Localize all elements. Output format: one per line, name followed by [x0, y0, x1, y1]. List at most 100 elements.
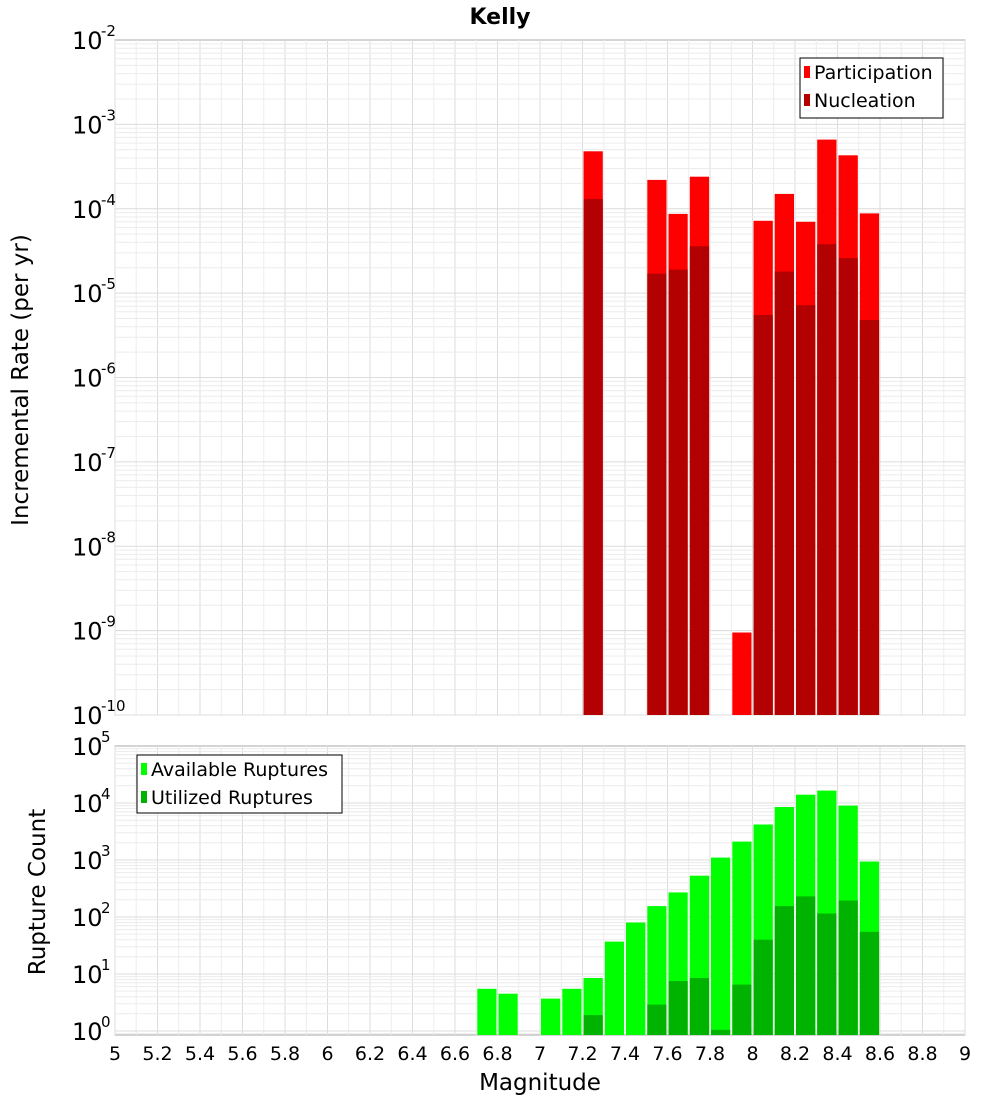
y-tick-label: 10 [72, 27, 103, 55]
y-tick-exponent: 4 [101, 785, 111, 803]
bar [711, 857, 731, 1035]
y-tick-label: 10 [72, 847, 103, 875]
y-tick-label: 10 [72, 733, 103, 761]
x-tick-label: 5.6 [227, 1043, 257, 1065]
bar [604, 941, 624, 1035]
y-tick-label: 10 [72, 904, 103, 932]
x-tick-label: 6 [321, 1043, 333, 1065]
x-tick-label: 8 [746, 1043, 758, 1065]
x-tick-label: 7.4 [610, 1043, 640, 1065]
bar [647, 906, 667, 1035]
y-tick-exponent: -5 [101, 275, 116, 293]
x-tick-label: 5.8 [270, 1043, 300, 1065]
x-tick-label: 5 [109, 1043, 121, 1065]
top-y-axis-label: Incremental Rate (per yr) [8, 234, 34, 526]
legend-entry: Nucleation [814, 90, 916, 112]
x-tick-label: 6.6 [440, 1043, 470, 1065]
bar [477, 988, 497, 1035]
y-tick-exponent: 0 [101, 1013, 111, 1031]
legend-box [799, 57, 944, 119]
bar [583, 199, 603, 716]
bar [838, 258, 858, 715]
y-tick-label: 10 [72, 702, 103, 730]
series-2 [583, 896, 880, 1035]
x-tick-label: 6.4 [397, 1043, 427, 1065]
bar [689, 978, 710, 1035]
x-tick-label: 7.8 [695, 1043, 725, 1065]
bar [626, 922, 646, 1035]
legend-swatch [804, 66, 810, 78]
bar [859, 931, 880, 1035]
bar [817, 913, 837, 1035]
bar [732, 984, 752, 1035]
y-tick-exponent: 5 [101, 728, 111, 746]
bar [668, 269, 688, 715]
bar [562, 988, 582, 1035]
y-tick-exponent: -7 [101, 444, 116, 462]
y-tick-label: 10 [72, 961, 103, 989]
legend-swatch [141, 791, 147, 803]
legend-box [136, 754, 343, 814]
y-tick-label: 10 [72, 196, 103, 224]
y-tick-label: 10 [72, 449, 103, 477]
y-tick-exponent: -8 [101, 528, 116, 546]
bar [647, 1004, 667, 1035]
legend: Participation Nucleation [799, 57, 944, 119]
x-tick-label: 6.8 [482, 1043, 512, 1065]
legend-entry: Participation [814, 62, 933, 84]
bar [541, 998, 561, 1035]
x-tick-label: 5.2 [142, 1043, 172, 1065]
y-tick-exponent: 3 [101, 842, 111, 860]
bar [838, 900, 858, 1035]
x-tick-label: 7 [534, 1043, 546, 1065]
legend-entry: Utilized Ruptures [151, 787, 313, 809]
y-tick-exponent: 2 [101, 899, 111, 917]
x-tick-label: 8.8 [907, 1043, 937, 1065]
y-tick-label: 10 [72, 533, 103, 561]
plot-panel-1: 10-210-310-410-510-610-710-810-910-10Par… [72, 22, 966, 730]
y-tick-label: 10 [72, 790, 103, 818]
x-axis-label: Magnitude [479, 1070, 601, 1096]
bar [796, 305, 816, 715]
bar [796, 896, 816, 1035]
y-tick-label: 10 [72, 618, 103, 646]
legend-entry: Available Ruptures [151, 759, 328, 781]
bar [668, 981, 688, 1035]
bar [689, 246, 710, 715]
bar [498, 993, 518, 1035]
y-tick-exponent: 1 [101, 956, 111, 974]
x-tick-label: 7.6 [652, 1043, 682, 1065]
bar [774, 906, 794, 1035]
y-tick-label: 10 [72, 365, 103, 393]
y-tick-exponent: -6 [101, 360, 116, 378]
bar [817, 244, 837, 715]
bar [774, 271, 794, 715]
x-tick-label: 6.2 [355, 1043, 385, 1065]
legend: Available Ruptures Utilized Ruptures [136, 754, 343, 814]
x-tick-label: 8.6 [865, 1043, 895, 1065]
x-tick-label: 5.4 [185, 1043, 215, 1065]
bar [583, 1015, 603, 1035]
bar [732, 632, 752, 715]
bar [753, 315, 773, 715]
series-2 [583, 199, 880, 716]
bar [711, 1029, 731, 1035]
y-tick-exponent: -9 [101, 613, 116, 631]
legend-swatch [804, 94, 810, 106]
x-tick-label: 8.2 [780, 1043, 810, 1065]
x-tick-label: 8.4 [822, 1043, 852, 1065]
y-tick-exponent: -10 [101, 697, 126, 715]
legend-swatch [141, 763, 147, 775]
y-tick-label: 10 [72, 1018, 103, 1046]
bottom-y-axis-label: Rupture Count [25, 809, 51, 975]
bar [859, 320, 880, 715]
y-tick-label: 10 [72, 111, 103, 139]
x-tick-label: 9 [959, 1043, 971, 1065]
bar [753, 939, 773, 1035]
x-tick-label: 7.2 [567, 1043, 597, 1065]
y-tick-label: 10 [72, 280, 103, 308]
chart-title: Kelly [469, 5, 530, 30]
y-tick-exponent: -4 [101, 191, 116, 209]
